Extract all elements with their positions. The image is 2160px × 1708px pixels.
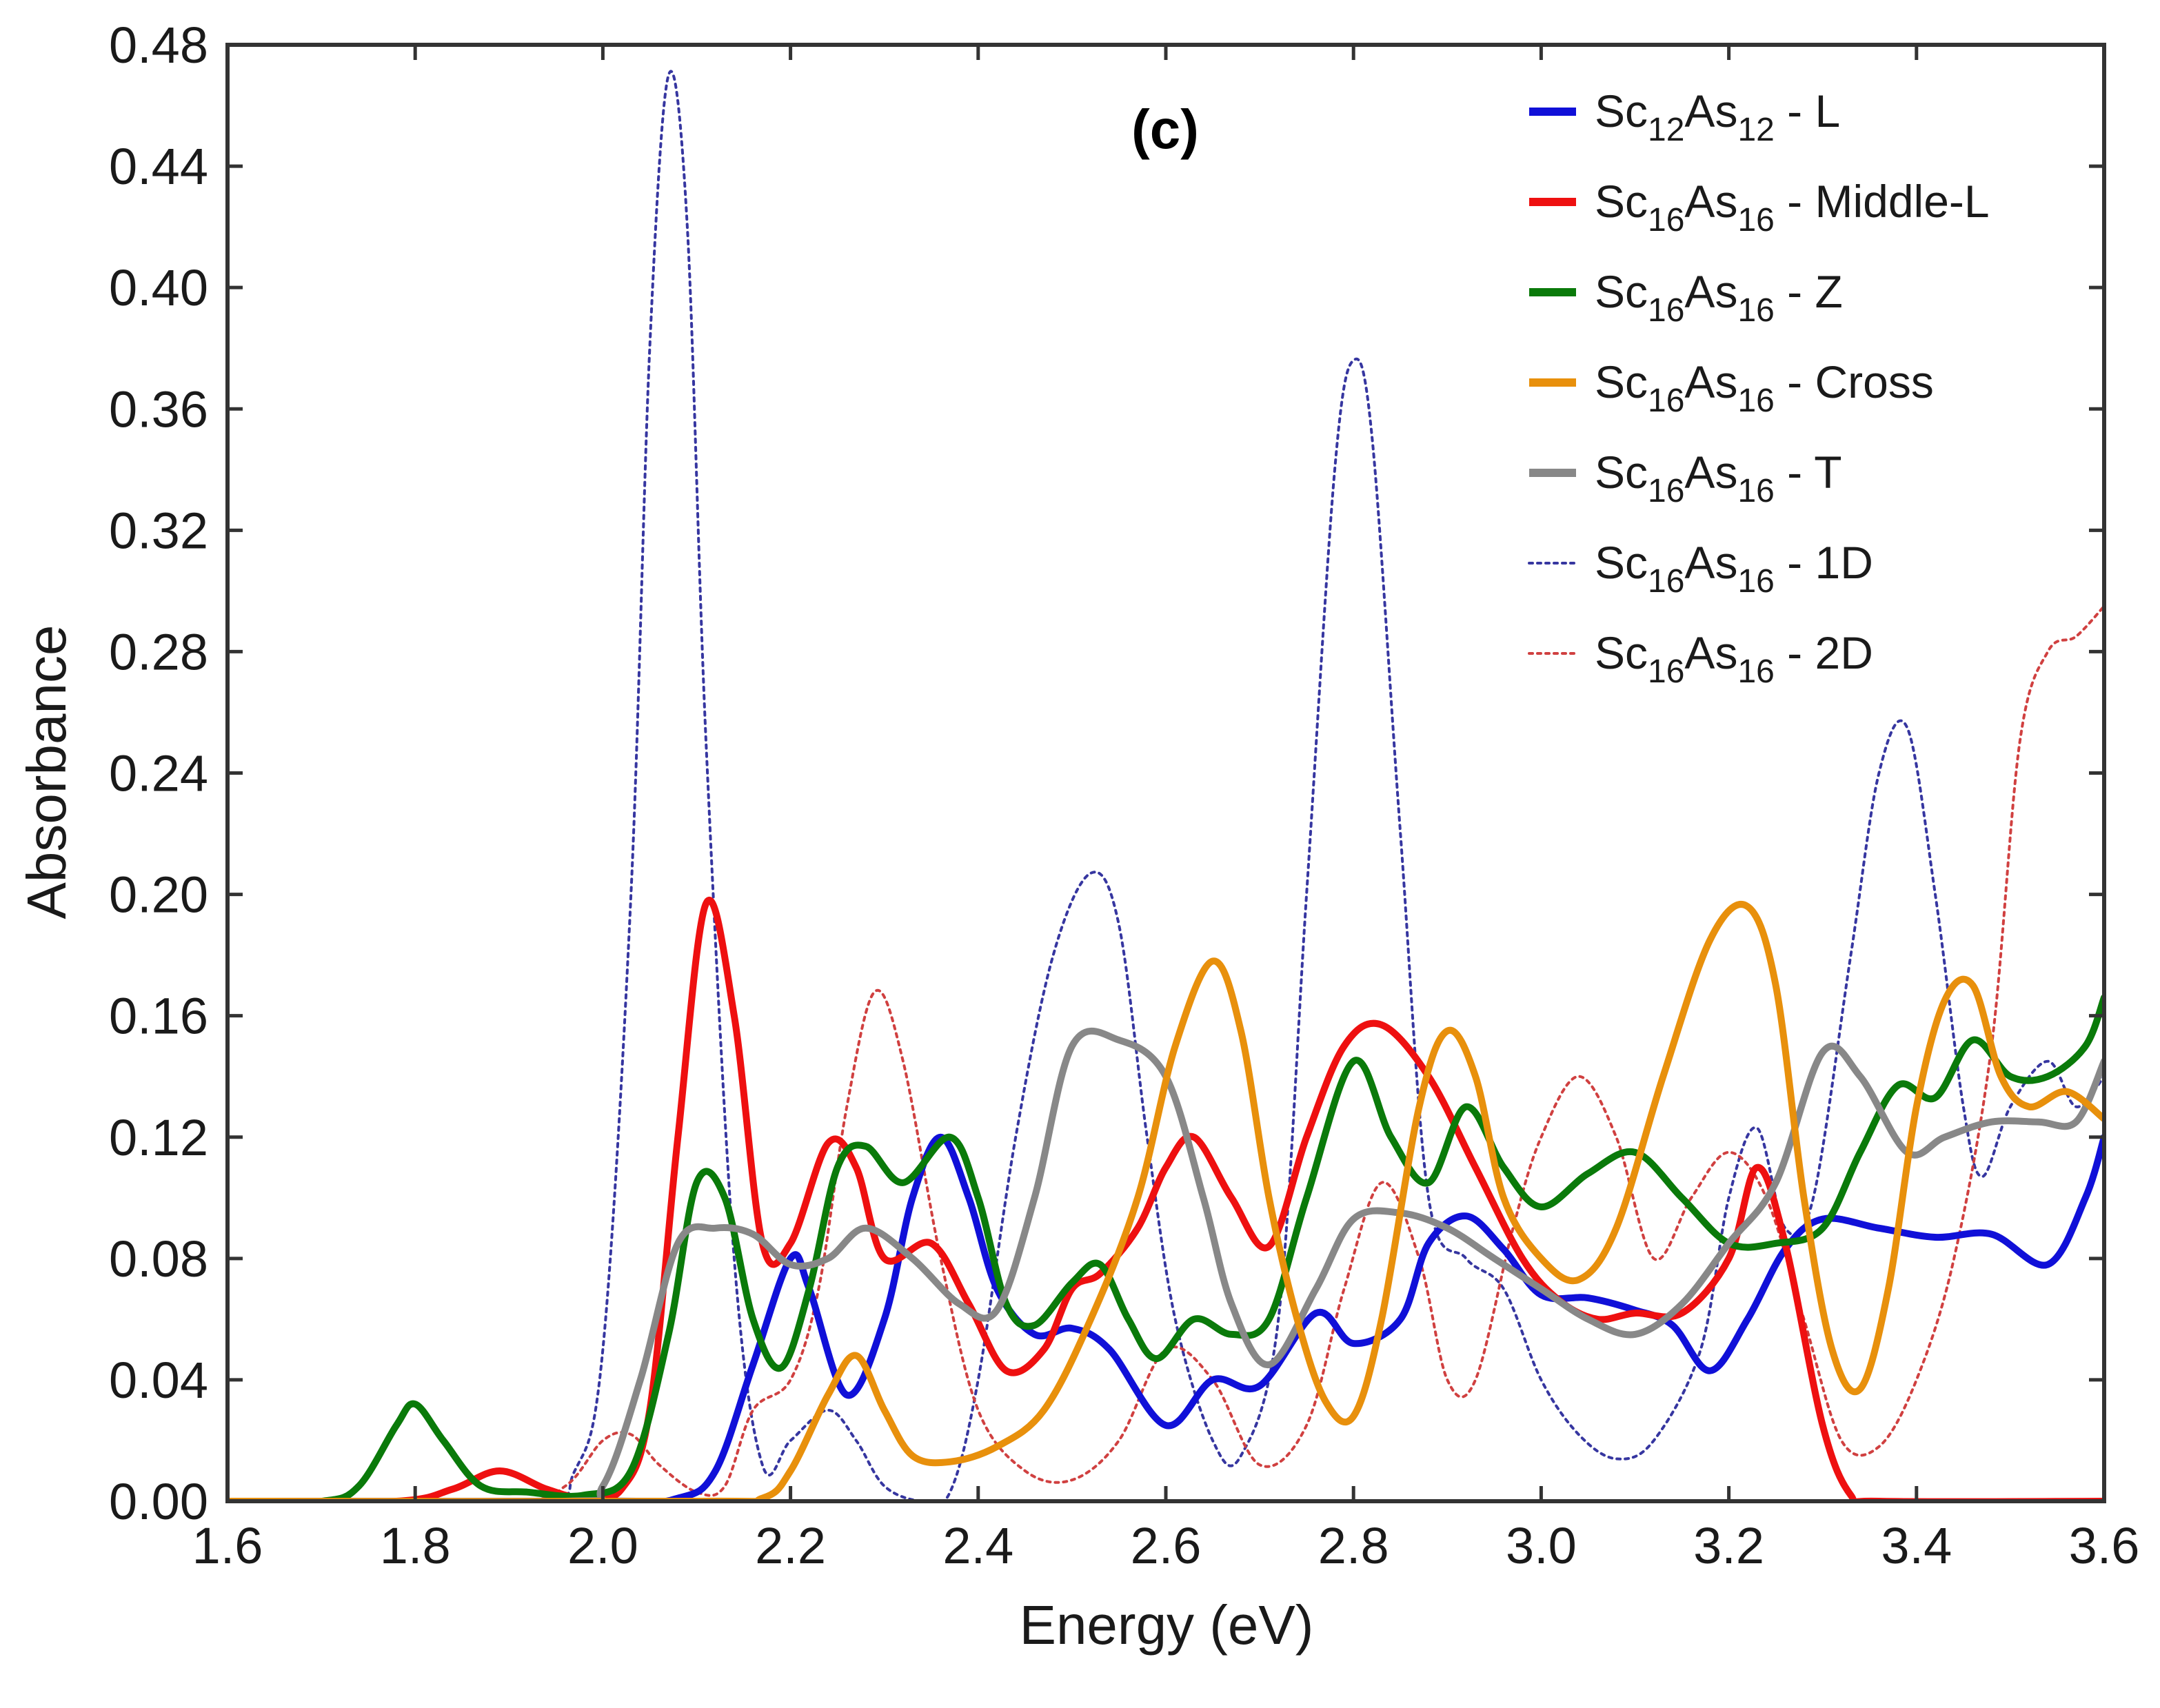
legend-text-part: 16 [1648, 202, 1684, 238]
legend-text-part: Sc [1595, 356, 1648, 407]
y-tick-label: 0.12 [109, 1109, 208, 1166]
legend-text-part: As [1684, 85, 1737, 136]
legend-text-part: 12 [1737, 112, 1774, 148]
x-tick-label: 2.4 [942, 1517, 1013, 1574]
legend-label-z: Sc16As16 - Z [1595, 266, 1843, 329]
y-tick-label: 0.00 [109, 1473, 208, 1530]
legend-text-part: 16 [1737, 473, 1774, 509]
x-tick-label: 1.8 [380, 1517, 451, 1574]
legend-text-part: - 1D [1775, 537, 1873, 588]
series-line-t [228, 1027, 2104, 1501]
legend-text-part: 16 [1737, 563, 1774, 600]
legend-text-part: Sc [1595, 85, 1648, 136]
x-tick-label: 3.6 [2069, 1517, 2140, 1574]
panel-label: (c) [1131, 99, 1199, 160]
legend-text-part: As [1684, 537, 1737, 588]
legend-label-cross: Sc16As16 - Cross [1595, 356, 1934, 419]
legend-text-part: Sc [1595, 447, 1648, 498]
legend-label-1d: Sc16As16 - 1D [1595, 537, 1873, 600]
x-tick-label: 1.6 [192, 1517, 263, 1574]
legend-text-part: 16 [1737, 202, 1774, 238]
series-line-z [228, 994, 2104, 1501]
legend-text-part: - L [1775, 85, 1840, 136]
y-axis-title: Absorbance [16, 625, 77, 919]
series-line-cross [228, 901, 2104, 1501]
y-tick-label: 0.20 [109, 866, 208, 924]
legend-text-part: 16 [1737, 653, 1774, 690]
x-tick-label: 2.2 [755, 1517, 826, 1574]
legend-text-part: As [1684, 266, 1737, 317]
legend-text-part: As [1684, 627, 1737, 678]
legend-text-part: Sc [1595, 176, 1648, 227]
x-tick-label: 2.8 [1318, 1517, 1389, 1574]
series-line-2d [228, 604, 2104, 1501]
legend-text-part: - Z [1775, 266, 1843, 317]
legend-text-part: As [1684, 176, 1737, 227]
legend-text-part: As [1684, 356, 1737, 407]
legend-label-t: Sc16As16 - T [1595, 447, 1842, 509]
x-tick-label: 2.6 [1131, 1517, 1202, 1574]
y-tick-label: 0.48 [109, 17, 208, 74]
y-tick-label: 0.04 [109, 1352, 208, 1409]
x-axis-title: Energy (eV) [1020, 1594, 1314, 1656]
y-tick-label: 0.24 [109, 745, 208, 802]
legend-text-part: 16 [1648, 383, 1684, 419]
legend-text-part: Sc [1595, 627, 1648, 678]
legend-label-l: Sc12As12 - L [1595, 85, 1840, 148]
x-tick-label: 3.4 [1881, 1517, 1952, 1574]
plot-frame [225, 43, 2106, 1503]
y-tick-label: 0.36 [109, 380, 208, 438]
legend-text-part: - Cross [1775, 356, 1934, 407]
series-line-middle-l [228, 896, 2104, 1501]
legend-label-2d: Sc16As16 - 2D [1595, 627, 1873, 690]
legend-text-part: 12 [1648, 112, 1684, 148]
x-tick-label: 2.0 [567, 1517, 638, 1574]
y-tick-label: 0.08 [109, 1230, 208, 1288]
legend-text-part: 16 [1648, 292, 1684, 329]
series-line-1d [228, 70, 2104, 1501]
y-tick-label: 0.28 [109, 623, 208, 680]
legend-text-part: 16 [1648, 563, 1684, 600]
axis-ticks: 1.6 1.8 2.0 2.2 2.4 2.6 2.8 3.0 3.2 3.4 3.6 0.00 0.0… [109, 17, 2139, 1574]
legend-text-part: Sc [1595, 537, 1648, 588]
legend-text-part: 16 [1648, 473, 1684, 509]
legend-text-part: 16 [1737, 292, 1774, 329]
legend-text-part: - 2D [1775, 627, 1873, 678]
series-layer [228, 70, 2104, 1501]
x-tick-label: 3.0 [1506, 1517, 1577, 1574]
legend-text-part: - Middle-L [1775, 176, 1990, 227]
legend-text-part: - T [1775, 447, 1842, 498]
legend-text-part: 16 [1648, 653, 1684, 690]
y-tick-label: 0.40 [109, 259, 208, 316]
legend-text-part: Sc [1595, 266, 1648, 317]
legend-text-part: As [1684, 447, 1737, 498]
legend-text-part: 16 [1737, 383, 1774, 419]
y-tick-label: 0.32 [109, 502, 208, 559]
legend-label-middle-l: Sc16As16 - Middle-L [1595, 176, 1990, 238]
x-tick-label: 3.2 [1693, 1517, 1764, 1574]
y-tick-label: 0.44 [109, 138, 208, 195]
y-tick-label: 0.16 [109, 988, 208, 1045]
